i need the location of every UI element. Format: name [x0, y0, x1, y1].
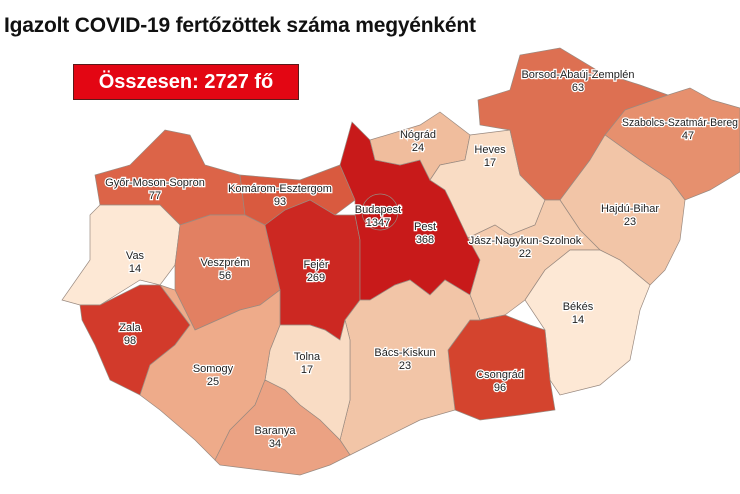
county-value-label: 98 [124, 335, 136, 347]
county-value-label: 14 [572, 314, 584, 326]
total-badge: Összesen: 2727 fő [73, 64, 299, 100]
county-value-label: 24 [412, 142, 424, 154]
county-value-label: 368 [416, 234, 434, 246]
county-name-label: Fejér [303, 259, 328, 271]
county-name-label: Békés [563, 301, 594, 313]
county-value-label: 47 [682, 130, 694, 142]
county-name-label: Vas [126, 250, 145, 262]
county-name-label: Somogy [193, 363, 234, 375]
county-name-label: Szabolcs-Szatmár-Bereg [622, 117, 738, 129]
county-name-label: Csongrád [476, 369, 524, 381]
county-value-label: 14 [129, 263, 141, 275]
county-value-label: 96 [494, 382, 506, 394]
county-name-label: Komárom-Esztergom [228, 183, 332, 195]
page-title: Igazolt COVID-19 fertőzöttek száma megyé… [4, 14, 476, 37]
county-value-label: 25 [207, 376, 219, 388]
county-budapest [361, 193, 399, 231]
county-value-label: 1347 [366, 217, 390, 229]
county-name-label: Bács-Kiskun [374, 347, 435, 359]
county-name-label: Tolna [294, 351, 321, 363]
county-value-label: 34 [269, 438, 281, 450]
county-value-label: 77 [149, 190, 161, 202]
county-value-label: 17 [484, 157, 496, 169]
county-vas [61, 204, 181, 306]
county-value-label: 23 [399, 360, 411, 372]
county-name-label: Pest [414, 221, 436, 233]
county-name-label: Zala [119, 322, 141, 334]
county-name-label: Nógrád [400, 129, 436, 141]
county-csongrad [447, 314, 556, 421]
county-name-label: Jász-Nagykun-Szolnok [469, 235, 582, 247]
county-name-label: Borsod-Abaúj-Zemplén [521, 69, 634, 81]
county-name-label: Veszprém [201, 257, 250, 269]
county-name-label: Győr-Moson-Sopron [105, 177, 205, 189]
county-baranya [214, 379, 351, 476]
county-value-label: 22 [519, 248, 531, 260]
county-name-label: Baranya [255, 425, 297, 437]
total-label: Összesen: 2727 fő [98, 70, 274, 93]
county-value-label: 63 [572, 82, 584, 94]
county-name-label: Hajdú-Bihar [601, 203, 659, 215]
county-name-label: Heves [474, 144, 506, 156]
county-name-label: Budapest [355, 204, 401, 216]
county-value-label: 56 [219, 270, 231, 282]
county-value-label: 17 [301, 364, 313, 376]
county-value-label: 93 [274, 196, 286, 208]
county-value-label: 269 [307, 272, 325, 284]
county-value-label: 23 [624, 216, 636, 228]
